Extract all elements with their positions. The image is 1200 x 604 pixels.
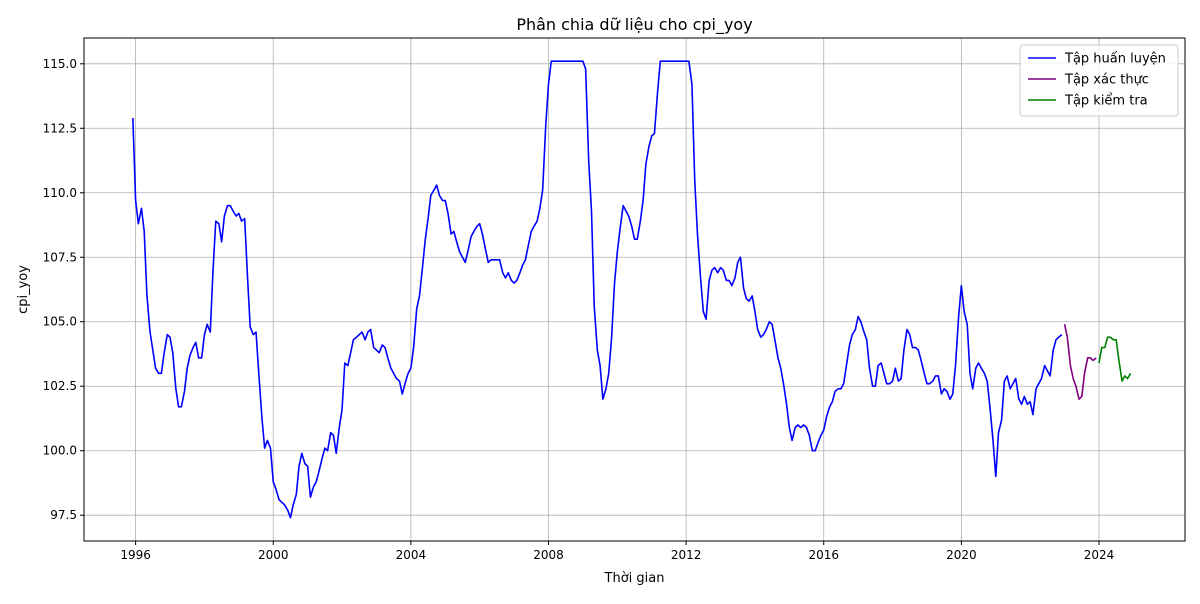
y-tick-label: 115.0 — [43, 57, 77, 71]
series-lines — [132, 60, 1132, 519]
plot-frame — [83, 37, 1186, 542]
x-tick-label: 2016 — [808, 548, 839, 562]
x-tick-label: 2008 — [533, 548, 564, 562]
axis-ticks: 1996 2000 2004 2008 2012 2016 2020 2024 97.5 100.… — [43, 57, 1115, 562]
y-tick-label: 102.5 — [43, 379, 77, 393]
y-axis-label: cpi_yoy — [16, 265, 31, 314]
legend-label-validation: Tập xác thực — [1064, 73, 1149, 88]
x-tick-label: 2004 — [396, 548, 427, 562]
legend-label-train: Tập huấn luyện — [1064, 52, 1166, 67]
x-tick-label: 2012 — [671, 548, 702, 562]
x-axis-label: Thời gian — [604, 571, 665, 586]
series-line-test — [1098, 336, 1132, 382]
y-tick-label: 97.5 — [50, 508, 77, 522]
legend: Tập huấn luyện Tập xác thực Tập kiểm tra — [1019, 44, 1179, 117]
y-tick-label: 100.0 — [43, 444, 77, 458]
x-tick-label: 2020 — [946, 548, 977, 562]
series-line-validation — [1063, 324, 1097, 400]
chart-title: Phân chia dữ liệu cho cpi_yoy — [516, 15, 752, 35]
x-tick-label: 2000 — [258, 548, 289, 562]
grid-lines — [84, 38, 1185, 541]
y-tick-label: 105.0 — [43, 315, 77, 329]
y-tick-label: 112.5 — [43, 121, 77, 135]
x-tick-label: 2024 — [1084, 548, 1115, 562]
x-tick-label: 1996 — [120, 548, 151, 562]
legend-label-test: Tập kiểm tra — [1064, 94, 1148, 109]
legend-box — [1019, 44, 1179, 117]
y-tick-label: 110.0 — [43, 186, 77, 200]
series-line-train — [132, 60, 1063, 519]
y-tick-label: 107.5 — [43, 250, 77, 264]
